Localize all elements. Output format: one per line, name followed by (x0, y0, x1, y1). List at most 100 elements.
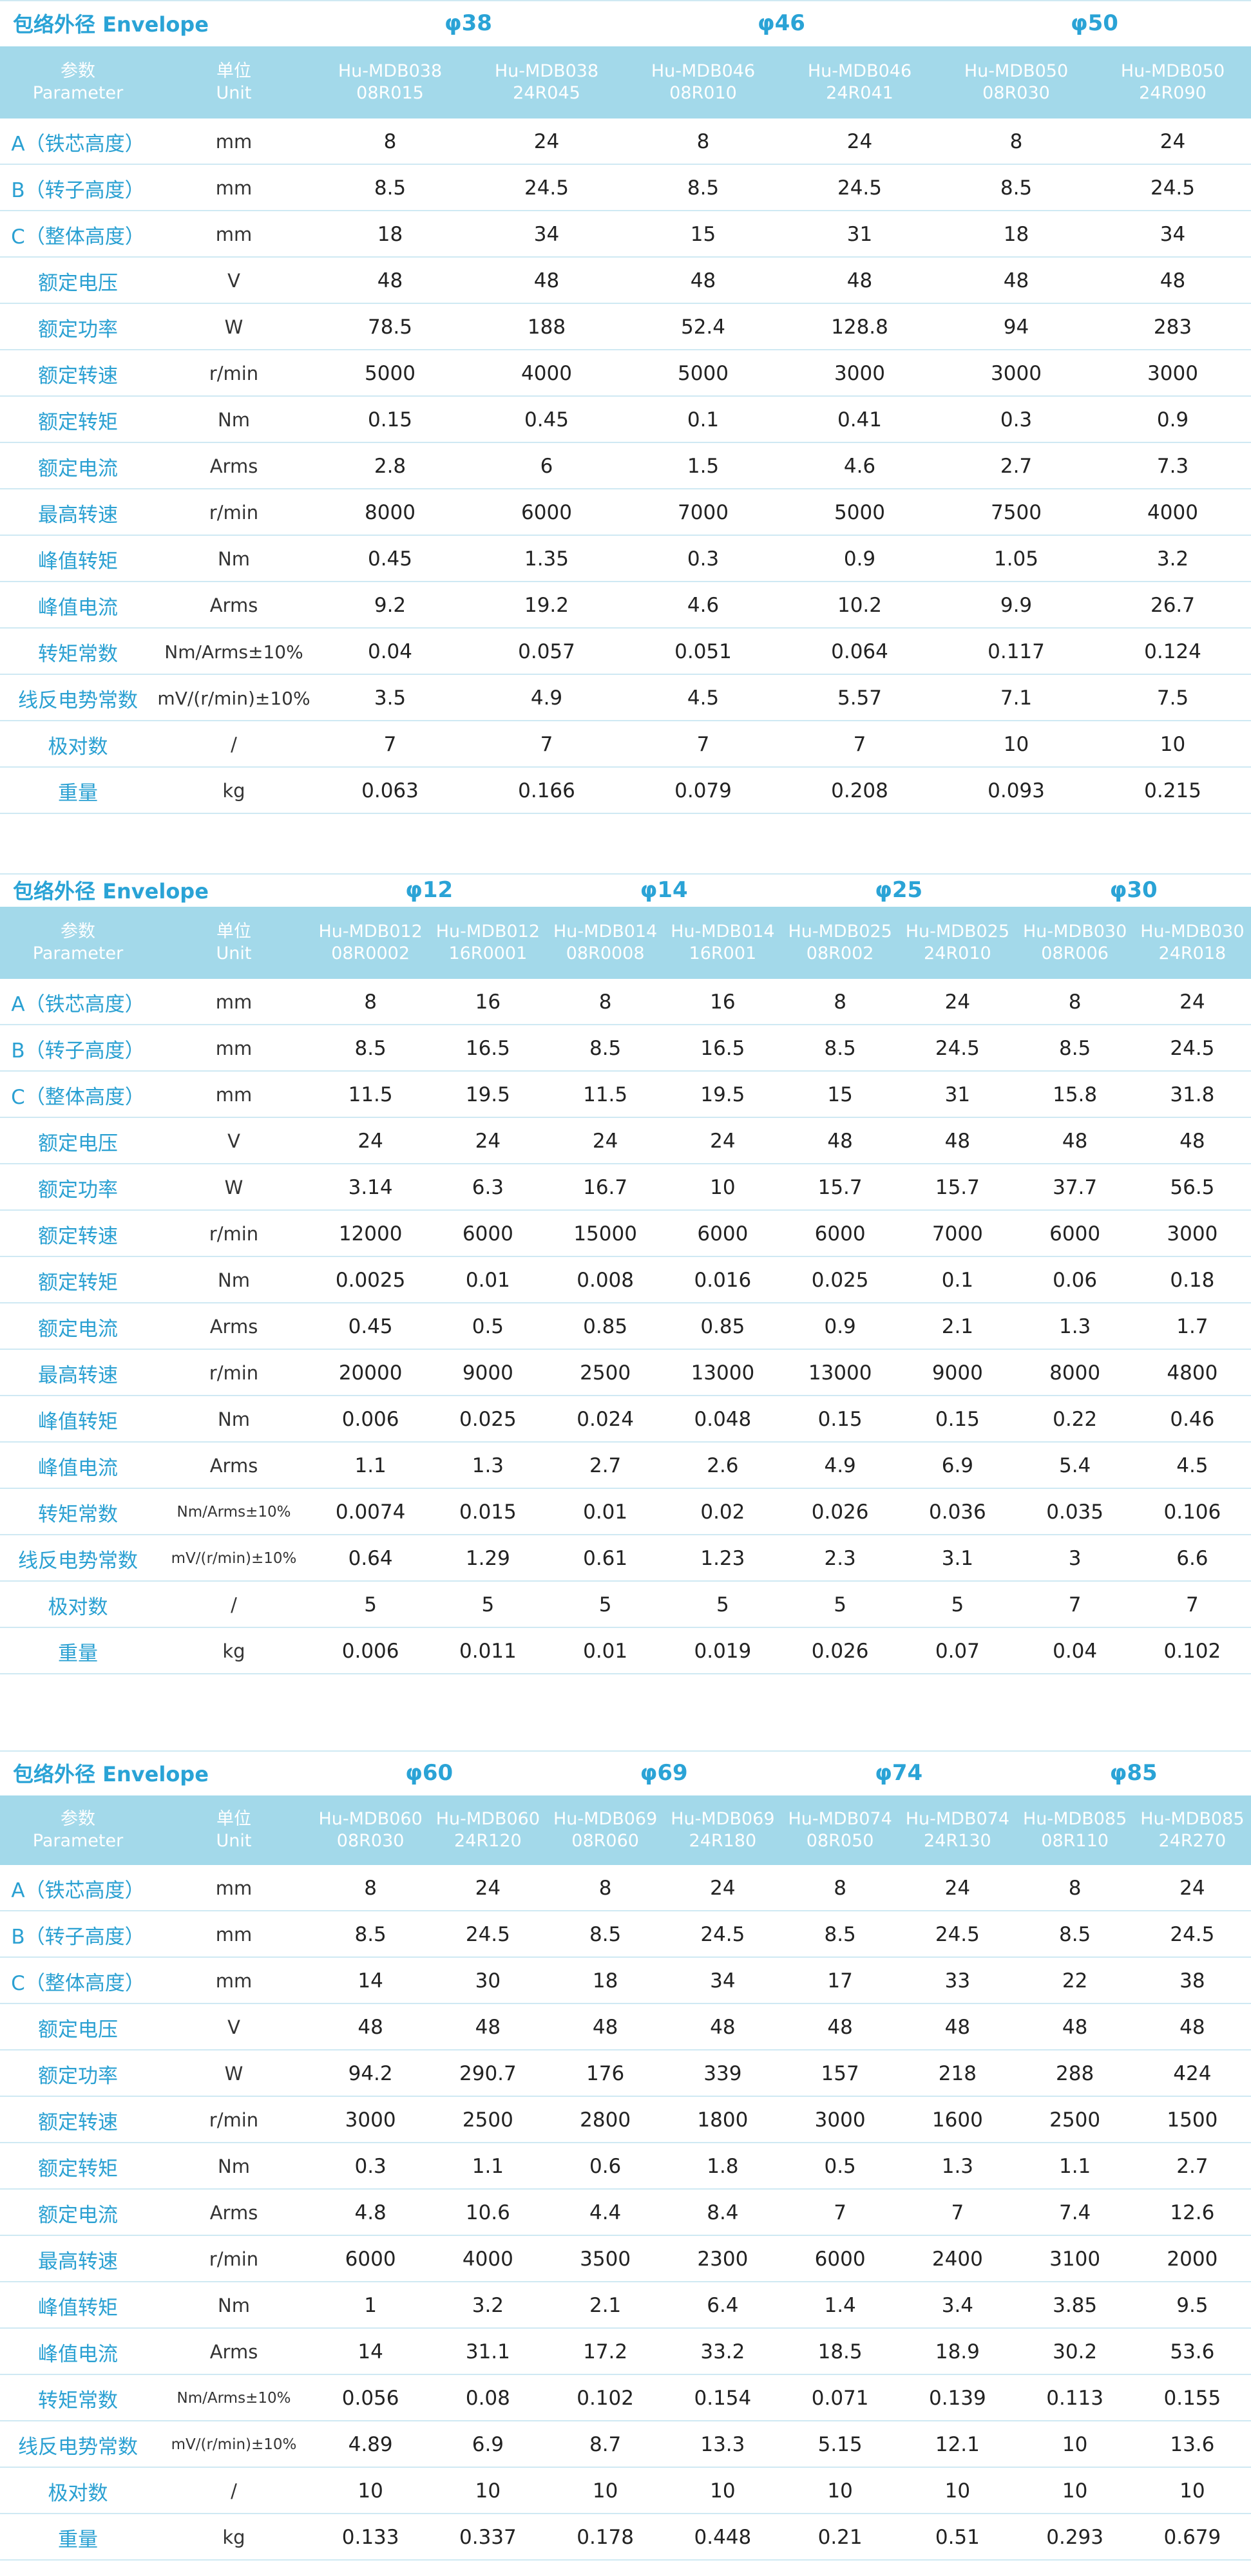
value-cell: 0.337 (459, 2526, 517, 2549)
value-cell: 7 (853, 733, 866, 756)
value-cell: 48 (1062, 2016, 1088, 2039)
param-name: A（铁芯高度） (11, 1879, 145, 1902)
unit: r/min (209, 2109, 259, 2131)
value-cell: 3000 (1167, 1222, 1218, 1245)
value-cell: 1.29 (465, 1547, 510, 1570)
model-header-line: Hu-MDB014 (553, 922, 658, 942)
value-cell: 8.5 (824, 1037, 856, 1060)
value-cell: 12.1 (935, 2433, 980, 2456)
model-header-line: Hu-MDB030 (1140, 922, 1245, 942)
value-cell: 218 (938, 2062, 977, 2085)
row-divider (0, 442, 1251, 443)
value-cell: 48 (1179, 2016, 1205, 2039)
value-cell: 0.025 (459, 1408, 517, 1431)
value-cell: 0.048 (694, 1408, 752, 1431)
value-cell: 8000 (365, 501, 415, 524)
value-cell: 16.7 (583, 1176, 628, 1199)
row-divider (0, 2003, 1251, 2004)
row-divider (0, 349, 1251, 350)
unit: r/min (209, 1223, 259, 1245)
value-cell: 1800 (697, 2108, 749, 2132)
envelope-label: 包络外径 Envelope (13, 1762, 209, 1786)
value-cell: 9.2 (374, 594, 406, 617)
value-cell: 6000 (814, 1222, 866, 1245)
value-cell: 0.056 (341, 2387, 399, 2410)
model-header-line: 08R0008 (566, 943, 645, 963)
value-cell: 10 (1160, 733, 1186, 756)
value-cell: 0.01 (465, 1269, 510, 1292)
value-cell: 48 (475, 2016, 501, 2039)
value-cell: 0.04 (1053, 1640, 1098, 1663)
unit: mm (215, 1970, 253, 1992)
model-header: Hu-MDB069 24R180 (664, 1795, 781, 1865)
unit: Nm (218, 1408, 250, 1430)
value-cell: 24 (475, 1877, 501, 1900)
value-cell: 0.45 (524, 408, 569, 431)
model-header-line: Hu-MDB050 (1120, 61, 1225, 81)
model-header-line: 24R041 (826, 83, 893, 103)
value-cell: 24.5 (524, 176, 569, 200)
param-name: 线反电势常数 (18, 2435, 138, 2459)
value-cell: 34 (710, 1969, 736, 1993)
value-cell: 0.155 (1163, 2387, 1221, 2410)
value-cell: 31.8 (1170, 1083, 1215, 1106)
divider (0, 0, 1251, 1)
value-cell: 0.1 (941, 1269, 974, 1292)
value-cell: 4000 (1147, 501, 1198, 524)
value-cell: 14 (358, 2340, 383, 2363)
value-cell: 0.071 (811, 2387, 869, 2410)
unit: mV/(r/min)±10% (157, 687, 310, 709)
value-cell: 4800 (1167, 1361, 1218, 1385)
param-name: B（转子高度） (11, 178, 145, 202)
model-header: Hu-MDB050 24R090 (1094, 46, 1251, 118)
value-cell: 3.2 (472, 2294, 504, 2317)
value-cell: 13.3 (700, 2433, 745, 2456)
value-cell: 2400 (931, 2248, 983, 2271)
value-cell: 0.035 (1046, 1501, 1103, 1524)
value-cell: 5 (598, 1593, 612, 1616)
value-cell: 4000 (462, 2248, 513, 2271)
value-cell: 48 (944, 1130, 971, 1153)
value-cell: 6 (540, 455, 553, 478)
param-name: 最高转速 (38, 2249, 118, 2273)
value-cell: 24.5 (700, 1923, 745, 1946)
value-cell: 9.5 (1176, 2294, 1208, 2317)
value-cell: 3000 (991, 362, 1042, 385)
value-cell: 13.6 (1170, 2433, 1215, 2456)
value-cell: 8 (1009, 130, 1023, 153)
group-label: φ74 (875, 1760, 923, 1786)
param-header: 参数 Parameter (0, 1795, 156, 1865)
param-name: 极对数 (48, 2481, 108, 2505)
value-cell: 0.3 (354, 2155, 387, 2178)
value-cell: 0.04 (367, 640, 413, 663)
value-cell: 7 (951, 2201, 964, 2224)
value-cell: 8.5 (354, 1037, 387, 1060)
value-cell: 11.5 (583, 1083, 628, 1106)
row-divider (0, 1673, 1251, 1674)
value-cell: 128.8 (831, 316, 888, 339)
value-cell: 0.1 (687, 408, 720, 431)
value-cell: 3000 (345, 2108, 396, 2132)
unit: kg (222, 1640, 245, 1662)
row-divider (0, 2049, 1251, 2050)
header-band (0, 46, 1251, 118)
value-cell: 0.064 (831, 640, 888, 663)
value-cell: 48 (377, 269, 403, 292)
value-cell: 0.026 (811, 1640, 869, 1663)
unit: Arms (209, 2202, 258, 2224)
value-cell: 48 (710, 2016, 736, 2039)
unit: Arms (209, 2341, 258, 2363)
value-cell: 10 (944, 2479, 971, 2503)
unit: Nm/Arms±10% (177, 1504, 291, 1520)
model-header-line: Hu-MDB025 (905, 922, 1010, 942)
value-cell: 48 (846, 269, 873, 292)
value-cell: 1.3 (1058, 1315, 1091, 1338)
value-cell: 24 (846, 130, 873, 153)
value-cell: 157 (821, 2062, 859, 2085)
value-cell: 48 (944, 2016, 971, 2039)
unit: mm (215, 223, 253, 245)
value-cell: 19.5 (465, 1083, 510, 1106)
row-divider (0, 1956, 1251, 1958)
model-header: Hu-MDB085 24R270 (1134, 1795, 1251, 1865)
value-cell: 0.45 (367, 547, 413, 571)
